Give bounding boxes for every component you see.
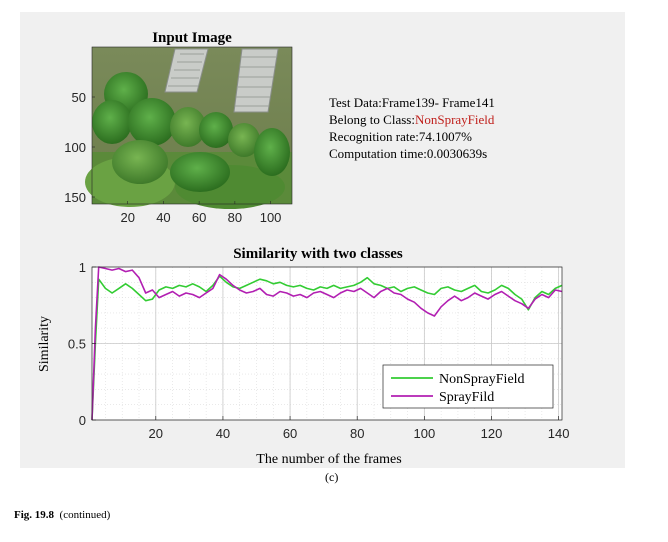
caption-text: (continued): [59, 509, 111, 521]
class-name: NonSprayField: [415, 112, 495, 127]
x-tick-label: 120: [481, 426, 503, 441]
greenhouse-left: [164, 48, 209, 93]
img-x-tick-label: 40: [156, 210, 170, 225]
legend-label: SprayFild: [439, 390, 494, 405]
series-line-nonsprayfield: [91, 275, 563, 421]
legend-box: [382, 364, 554, 409]
x-tick-label: 20: [149, 426, 163, 441]
img-x-tick-label: 80: [228, 210, 242, 225]
chart-title: Similarity with two classes: [233, 246, 403, 262]
img-y-tick-label: 150: [64, 190, 86, 205]
y-tick-label: 0: [79, 413, 86, 428]
shrub-row: [92, 72, 290, 192]
x-tick-label: 60: [283, 426, 297, 441]
caption-label: Fig. 19.8: [14, 509, 55, 521]
legend-label: NonSprayField: [439, 372, 525, 387]
img-y-tick-label: 50: [72, 90, 86, 105]
class-text: Belong to Class:NonSprayField: [329, 112, 495, 127]
greenhouse-right: [233, 48, 279, 113]
x-tick-label: 80: [350, 426, 364, 441]
test-data-text: Test Data:Frame139- Frame141: [329, 95, 495, 110]
figure-caption: Fig. 19.8 (continued): [14, 509, 110, 521]
recognition-text: Recognition rate:74.1007%: [329, 129, 472, 144]
chart-legend: NonSprayField SprayFild: [382, 364, 554, 409]
input-image-x-ticks: 20 40 60 80 100: [120, 201, 281, 225]
chart-xlabel: The number of the frames: [256, 452, 401, 467]
computation-text: Computation time:0.0030639s: [329, 146, 487, 161]
img-x-tick-label: 20: [120, 210, 134, 225]
figure-canvas: Input Image: [37, 30, 570, 467]
series-line-sprayfild: [91, 266, 563, 421]
img-x-tick-label: 100: [260, 210, 282, 225]
chart-ylabel: Similarity: [37, 316, 52, 372]
panel-label: (c): [325, 470, 339, 484]
input-image-title: Input Image: [152, 30, 232, 46]
similarity-plot: 20 40 60 80 100 120 140 0 0.5 1 NonSprayField Spray…: [68, 260, 570, 441]
input-image-y-ticks: 50 100 150: [64, 90, 95, 205]
y-tick-label: 0.5: [68, 337, 86, 352]
x-tick-label: 40: [216, 426, 230, 441]
y-tick-label: 1: [79, 260, 86, 275]
img-x-tick-label: 60: [192, 210, 206, 225]
img-y-tick-label: 100: [64, 140, 86, 155]
aerial-photo: [85, 46, 293, 209]
class-prefix: Belong to Class:: [329, 112, 415, 127]
x-tick-label: 100: [414, 426, 436, 441]
figure-panel: Input Image: [20, 12, 625, 468]
x-tick-label: 140: [548, 426, 570, 441]
